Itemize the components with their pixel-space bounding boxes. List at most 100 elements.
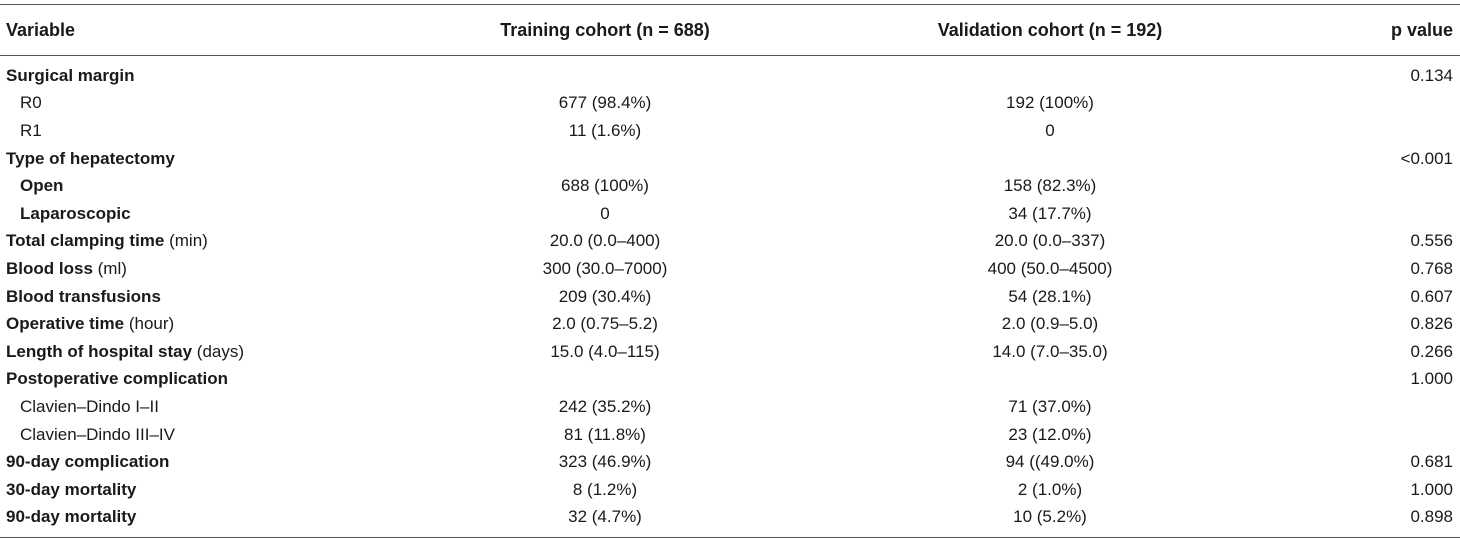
- variable-label: 30-day mortality: [6, 479, 137, 499]
- validation-cell: 94 ((49.0%): [1005, 452, 1095, 472]
- training-cell: 688 (100%): [561, 176, 649, 196]
- training-cell: 11 (1.6%): [568, 120, 642, 140]
- p-value-cell: 0.826: [1410, 314, 1453, 334]
- variable-unit: (days): [192, 341, 245, 361]
- p-value-cell: 1.000: [1410, 369, 1453, 389]
- variable-unit: (min): [164, 231, 208, 251]
- training-cell: 20.0 (0.0–400): [549, 231, 661, 251]
- variable-cell: Blood transfusions: [6, 287, 161, 307]
- training-cell: 300 (30.0–7000): [542, 258, 668, 278]
- variable-cell: Total clamping time (min): [6, 231, 208, 251]
- bottom-rule: [0, 537, 1460, 538]
- variable-cell: R1: [20, 121, 42, 141]
- variable-cell: R0: [20, 93, 42, 113]
- table-body: Surgical margin 0.134 R0 677 (98.4%) 192 (10…: [0, 62, 1460, 531]
- validation-cell: 34 (17.7%): [1008, 203, 1092, 223]
- header-rule: [0, 55, 1460, 56]
- table-row: 90-day mortality 32 (4.7%) 10 (5.2%) 0.898: [0, 504, 1460, 532]
- variable-label: Open: [20, 176, 64, 196]
- p-value-cell: 0.134: [1410, 65, 1453, 85]
- header-variable: Variable: [6, 19, 76, 40]
- variable-label: Postoperative complication: [6, 369, 228, 389]
- header-p-value: p value: [1390, 19, 1453, 40]
- variable-cell: Type of hepatectomy: [6, 149, 175, 169]
- table-row: Surgical margin 0.134: [0, 62, 1460, 90]
- variable-cell: 30-day mortality: [6, 480, 136, 500]
- p-value-cell: 0.898: [1410, 507, 1453, 527]
- p-value-cell: 0.768: [1410, 258, 1453, 278]
- p-value-cell: 0.266: [1410, 341, 1453, 361]
- variable-unit: (hour): [124, 314, 175, 334]
- validation-cell: 23 (12.0%): [1008, 424, 1092, 444]
- variable-cell: Clavien–Dindo I–II: [20, 397, 159, 417]
- training-cell: 15.0 (4.0–115): [550, 341, 660, 361]
- table-row: Open 688 (100%) 158 (82.3%): [0, 172, 1460, 200]
- validation-cell: 10 (5.2%): [1013, 507, 1087, 527]
- validation-cell: 14.0 (7.0–35.0): [992, 341, 1108, 361]
- training-cell: 2.0 (0.75–5.2): [552, 314, 658, 334]
- table-row: Blood loss (ml) 300 (30.0–7000) 400 (50.0–…: [0, 255, 1460, 283]
- variable-label: Clavien–Dindo I–II: [20, 396, 159, 416]
- variable-label: Length of hospital stay: [6, 341, 193, 361]
- validation-cell: 54 (28.1%): [1008, 286, 1092, 306]
- table-row: Postoperative complication 1.000: [0, 366, 1460, 394]
- variable-label: Blood transfusions: [6, 286, 161, 306]
- table-row: 30-day mortality 8 (1.2%) 2 (1.0%) 1.000: [0, 476, 1460, 504]
- variable-label: Type of hepatectomy: [6, 148, 175, 168]
- variable-cell: Postoperative complication: [6, 369, 228, 389]
- variable-cell: Surgical margin: [6, 66, 134, 86]
- table-row: Clavien–Dindo III–IV 81 (11.8%) 23 (12.0%): [0, 421, 1460, 449]
- validation-cell: 20.0 (0.0–337): [994, 231, 1106, 251]
- training-cell: 8 (1.2%): [572, 479, 638, 499]
- training-cell: 323 (46.9%): [558, 452, 652, 472]
- header-validation-cohort: Validation cohort (n = 192): [937, 19, 1163, 40]
- variable-label: R0: [20, 93, 42, 113]
- validation-cell: 71 (37.0%): [1008, 396, 1092, 416]
- variable-cell: Open: [20, 176, 63, 196]
- training-cell: 677 (98.4%): [558, 93, 652, 113]
- variable-cell: Laparoscopic: [20, 204, 131, 224]
- training-cell: 242 (35.2%): [558, 396, 652, 416]
- top-rule: [0, 4, 1460, 5]
- validation-cell: 2.0 (0.9–5.0): [1001, 314, 1099, 334]
- variable-unit: (ml): [92, 258, 127, 278]
- validation-cell: 192 (100%): [1006, 93, 1094, 113]
- table-row: Length of hospital stay (days) 15.0 (4.0–…: [0, 338, 1460, 366]
- table-row: Clavien–Dindo I–II 242 (35.2%) 71 (37.0%): [0, 393, 1460, 421]
- p-value-cell: 0.681: [1410, 452, 1453, 472]
- variable-label: 90-day complication: [6, 452, 170, 472]
- table-row: Type of hepatectomy <0.001: [0, 145, 1460, 173]
- p-value-cell: <0.001: [1400, 148, 1453, 168]
- variable-cell: 90-day complication: [6, 452, 169, 472]
- variable-cell: Blood loss (ml): [6, 259, 127, 279]
- variable-label: Total clamping time: [6, 231, 165, 251]
- validation-cell: 400 (50.0–4500): [987, 258, 1113, 278]
- variable-label: Clavien–Dindo III–IV: [20, 424, 175, 444]
- table-row: R1 11 (1.6%) 0: [0, 117, 1460, 145]
- table-row: Blood transfusions 209 (30.4%) 54 (28.1%) 0…: [0, 283, 1460, 311]
- validation-cell: 158 (82.3%): [1003, 176, 1097, 196]
- training-cell: 81 (11.8%): [564, 424, 646, 444]
- variable-label: Surgical margin: [6, 65, 135, 85]
- table-row: Laparoscopic 0 34 (17.7%): [0, 200, 1460, 228]
- variable-cell: Clavien–Dindo III–IV: [20, 425, 175, 445]
- training-cell: 209 (30.4%): [558, 286, 652, 306]
- variable-label: 90-day mortality: [6, 507, 137, 527]
- table-row: Total clamping time (min) 20.0 (0.0–400) 2…: [0, 228, 1460, 256]
- p-value-cell: 1.000: [1410, 479, 1453, 499]
- table-row: Operative time (hour) 2.0 (0.75–5.2) 2.0 (…: [0, 310, 1460, 338]
- variable-label: R1: [20, 120, 42, 140]
- training-cell: 32 (4.7%): [568, 507, 642, 527]
- header-training-cohort: Training cohort (n = 688): [500, 19, 710, 40]
- table-header: Variable Training cohort (n = 688) Valid…: [0, 5, 1460, 55]
- p-value-cell: 0.556: [1410, 231, 1453, 251]
- training-cell: 0: [600, 203, 610, 223]
- p-value-cell: 0.607: [1410, 286, 1453, 306]
- variable-label: Laparoscopic: [20, 203, 131, 223]
- variable-label: Blood loss: [6, 258, 93, 278]
- validation-cell: 0: [1045, 120, 1055, 140]
- table-row: 90-day complication 323 (46.9%) 94 ((49.0%…: [0, 448, 1460, 476]
- variable-cell: Operative time (hour): [6, 314, 174, 334]
- validation-cell: 2 (1.0%): [1017, 479, 1083, 499]
